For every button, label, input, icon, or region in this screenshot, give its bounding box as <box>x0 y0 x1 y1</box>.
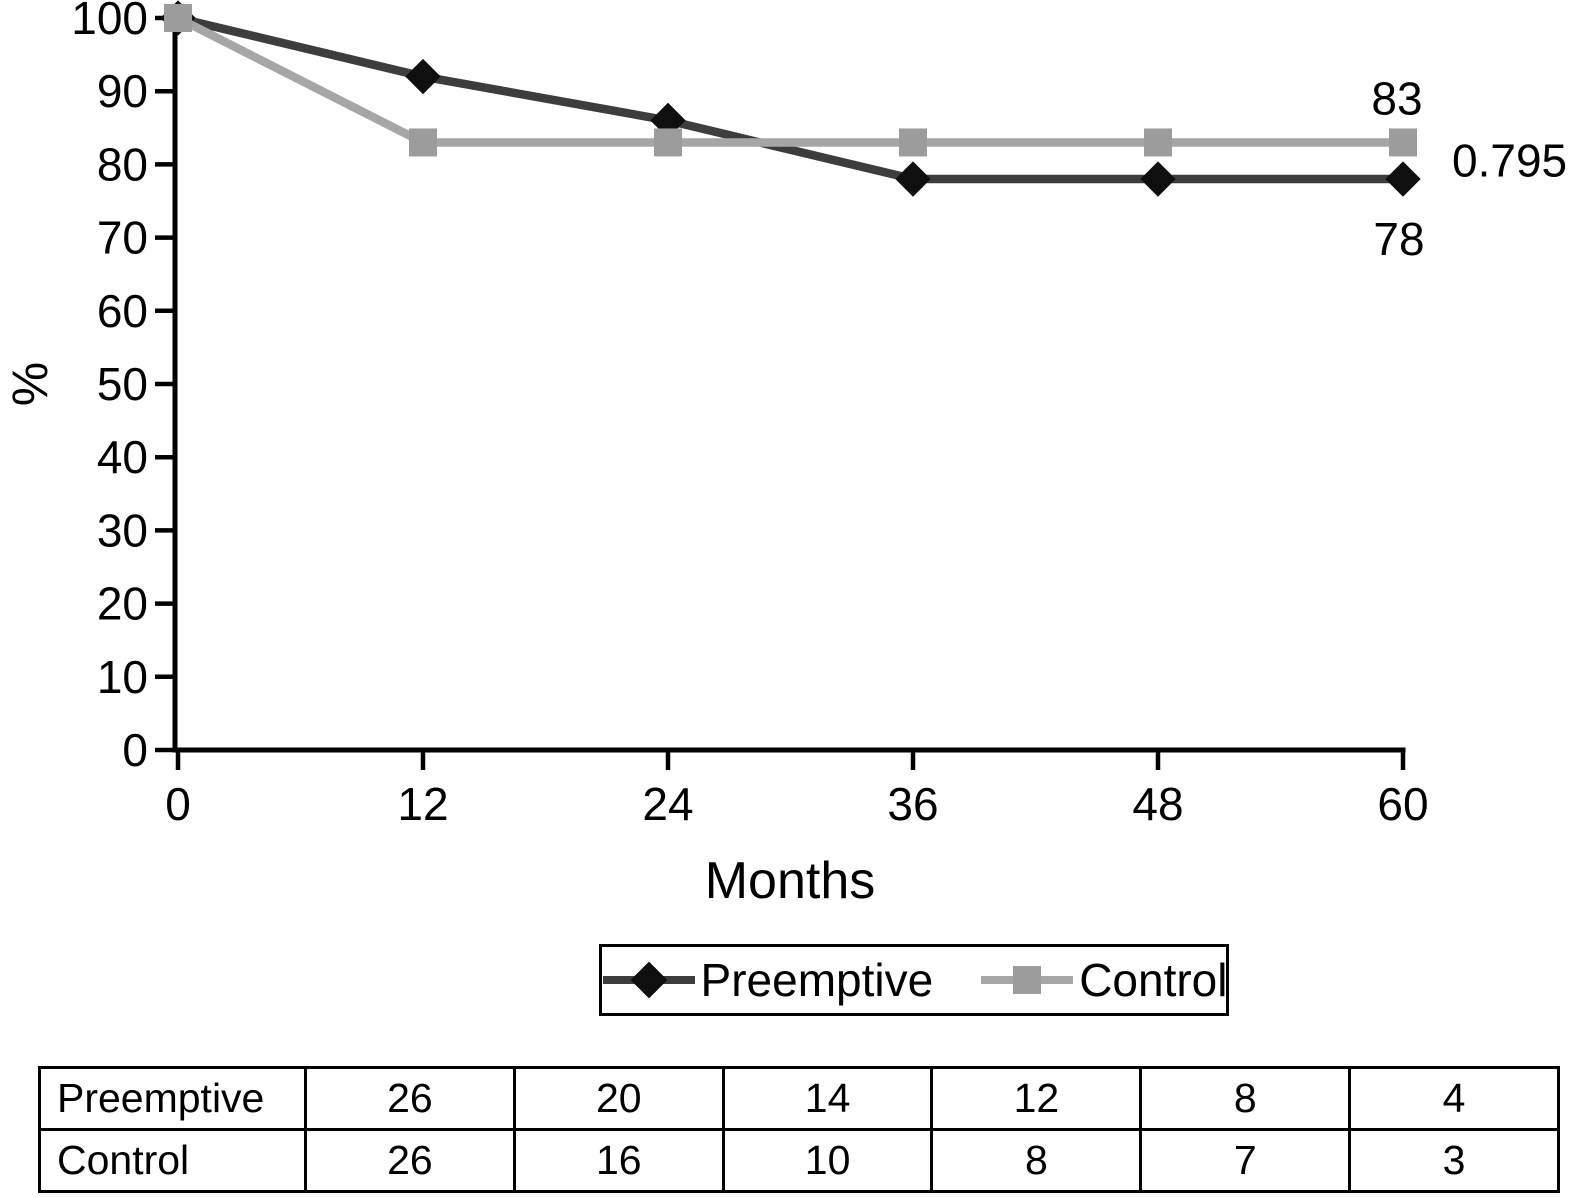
risk-table-cell: 12 <box>930 1066 1143 1131</box>
square-marker <box>164 4 192 32</box>
risk-table-row-label: Preemptive <box>38 1066 307 1131</box>
square-marker <box>1144 128 1172 157</box>
chart-legend: Preemptive Control <box>599 944 1229 1016</box>
annotation-control-end: 83 <box>1371 72 1422 124</box>
survival-chart: 0 10 20 30 40 50 60 70 80 90 100 0 12 24 36 48 60% Months… <box>2 0 1567 910</box>
diamond-marker <box>1385 161 1421 197</box>
y-tick-label: 40 <box>97 431 148 483</box>
risk-table-cell: 26 <box>304 1128 516 1193</box>
y-tick-label: 100 <box>71 0 148 44</box>
series-line-preemptive <box>177 13 1403 184</box>
risk-table-cell: 8 <box>930 1128 1143 1193</box>
diamond-marker <box>405 58 441 95</box>
x-axis-title: Months <box>705 852 876 910</box>
annotation-preemptive-end: 78 <box>1373 213 1424 265</box>
diamond-marker <box>895 161 931 197</box>
y-tick-label: 90 <box>97 65 148 117</box>
annotation-p-value: 0.795 <box>1452 135 1567 187</box>
risk-table-cell: 26 <box>304 1066 516 1131</box>
square-marker-icon <box>981 966 1074 994</box>
risk-table-row: Preemptive 26 20 14 12 8 4 <box>38 1066 1560 1131</box>
square-marker <box>899 128 927 157</box>
risk-table-cell: 10 <box>721 1128 934 1193</box>
x-tick-label: 36 <box>887 778 938 830</box>
y-tick-label: 0 <box>122 724 148 776</box>
y-tick-label: 60 <box>97 285 148 337</box>
risk-table-cell: 16 <box>512 1128 725 1193</box>
risk-table-cell: 3 <box>1348 1128 1560 1193</box>
y-tick-label: 30 <box>97 504 148 556</box>
x-tick-label: 0 <box>165 778 191 830</box>
risk-table: Preemptive 26 20 14 12 8 4 Control 26 16 10 8 7 3 <box>38 1066 1560 1193</box>
risk-table-cell: 14 <box>721 1066 934 1131</box>
square-marker <box>654 128 682 157</box>
y-axis-title: % <box>2 362 58 406</box>
legend-label-preemptive: Preemptive <box>700 954 934 1006</box>
diamond-marker-icon <box>602 961 695 999</box>
y-tick-label: 80 <box>97 138 148 190</box>
y-tick-label: 50 <box>97 358 148 410</box>
y-tick-label: 10 <box>97 651 148 703</box>
risk-table-row-label: Control <box>38 1128 307 1193</box>
legend-item-preemptive: Preemptive <box>601 954 934 1006</box>
diamond-marker <box>1140 161 1176 197</box>
x-tick-label: 48 <box>1132 778 1183 830</box>
risk-table-cell: 7 <box>1139 1128 1352 1193</box>
risk-table-cell: 20 <box>512 1066 725 1131</box>
risk-table-cell: 8 <box>1139 1066 1352 1131</box>
risk-table-cell: 4 <box>1348 1066 1560 1131</box>
square-marker <box>409 128 437 157</box>
x-tick-label: 12 <box>397 778 448 830</box>
risk-table-row: Control 26 16 10 8 7 3 <box>38 1128 1560 1193</box>
legend-label-control: Control <box>1079 954 1228 1006</box>
x-tick-label: 24 <box>642 778 693 830</box>
square-marker <box>1389 128 1417 157</box>
legend-item-control: Control <box>979 957 1227 1003</box>
y-tick-label: 20 <box>97 578 148 630</box>
y-tick-label: 70 <box>97 212 148 264</box>
series-line-control <box>176 14 1403 147</box>
x-tick-label: 60 <box>1377 778 1428 830</box>
